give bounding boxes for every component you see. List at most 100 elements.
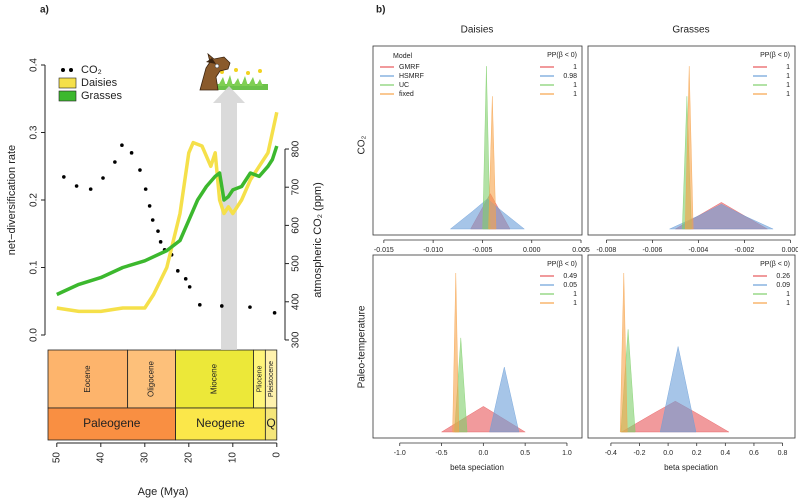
co2-point [120,143,124,147]
row-label: CO₂ [357,135,368,154]
legend-stat-title: PP(β < 0) [760,261,790,268]
y-axis-title: net−diversification rate [6,145,18,255]
y-tick-label: 0.0 [29,328,40,342]
x-tick-label: -0.2 [633,450,645,457]
x-tick-label: -0.008 [596,247,616,254]
series-line [56,145,279,297]
density-area [482,66,491,230]
legend-label: UC [399,82,409,89]
legend-value: 1 [786,300,790,307]
x-tick-label: 0.000 [782,247,798,254]
legend-value: 1 [786,91,790,98]
period-label: Neogene [196,416,245,430]
x-tick-label: 0.005 [572,247,590,254]
co2-point [248,305,252,309]
legend-point [61,68,65,72]
legend-value: 1 [786,64,790,71]
x-tick-label: -1.0 [394,450,406,457]
y-tick-label: 0.3 [29,125,40,139]
legend-label: GMRF [399,64,420,71]
period-box [175,407,266,441]
co2-point [198,303,202,307]
co2-point [143,187,148,191]
legend-label: Daisies [81,77,118,89]
x-axis-title: beta speciation [450,463,504,472]
x-tick-label: -0.015 [374,247,394,254]
legend-value: 1 [573,91,577,98]
co2-point [88,187,93,191]
x-tick-label: 1.0 [562,450,572,457]
legend-value: 0.26 [776,273,790,280]
x-tick-label: 40 [95,452,106,464]
co2-point [187,285,192,289]
co2-point [147,204,152,208]
epoch-label: Oligocene [147,360,156,397]
x-tick-label: 0.8 [778,450,788,457]
co2-point [176,269,180,273]
x-tick-label: 10 [227,452,238,464]
x-tick-label: 0.0 [478,450,488,457]
y-tick-label: 0.4 [29,58,40,72]
x-tick-label: 0.6 [749,450,759,457]
y2-tick-label: 800 [291,140,302,157]
period-label: Paleogene [83,416,141,430]
panel-frame [372,45,583,236]
co2-point [129,151,134,155]
legend-value: 1 [573,291,577,298]
arrow [213,86,245,350]
x-tick-label: 0 [271,452,282,458]
x-tick-label: -0.002 [734,247,754,254]
legend-title: Model [393,53,413,60]
legend-stat-title: PP(β < 0) [760,52,790,59]
y-tick-label: 0.1 [29,260,40,274]
co2-point [113,160,117,164]
density-area [619,272,628,433]
horse-icon [199,52,268,91]
legend-stat-title: PP(β < 0) [547,52,577,59]
legend-value: 0.05 [563,282,577,289]
legend-label: fixed [399,91,414,98]
legend-value: 0.09 [776,282,790,289]
legend-label: Grasses [81,90,122,102]
legend-value: 0.49 [563,273,577,280]
x-tick-label: -0.4 [605,450,617,457]
epoch-label: Pliocene [256,365,263,392]
panel-label: b) [376,5,385,16]
x-tick-label: 0.000 [523,247,541,254]
density-area [452,272,460,433]
y2-tick-label: 500 [291,255,302,272]
legend-value: 1 [573,64,577,71]
x-axis-title: Age (Mya) [138,486,189,498]
co2-point [158,240,163,244]
y2-tick-label: 400 [291,293,302,310]
panel-label: a) [40,5,49,16]
epoch-box [175,349,254,409]
x-tick-label: -0.005 [472,247,492,254]
epoch-box [47,349,129,409]
x-tick-label: -0.010 [423,247,443,254]
epoch-box [127,349,176,409]
x-axis-title: beta speciation [664,463,718,472]
legend-value: 1 [573,82,577,89]
legend-value: 0.98 [563,73,577,80]
x-tick-label: -0.006 [642,247,662,254]
x-tick-label: 30 [139,452,150,464]
column-header: Daisies [461,25,494,36]
y-tick-label: 0.2 [29,193,40,207]
co2-point [156,229,160,233]
panel-frame [372,254,583,439]
y2-tick-label: 600 [291,217,302,234]
co2-point [101,176,105,180]
period-box [264,407,278,441]
epoch-label: Pleistocene [268,361,275,397]
x-tick-label: -0.004 [688,247,708,254]
panel-frame [587,45,796,236]
y2-axis-title: atmospheric CO₂ (ppm) [312,182,324,298]
x-tick-label: 50 [51,452,62,464]
co2-point [272,311,277,315]
legend-value: 1 [786,73,790,80]
panel-frame [587,254,796,439]
co2-point [74,184,79,188]
co2-point [183,277,188,281]
